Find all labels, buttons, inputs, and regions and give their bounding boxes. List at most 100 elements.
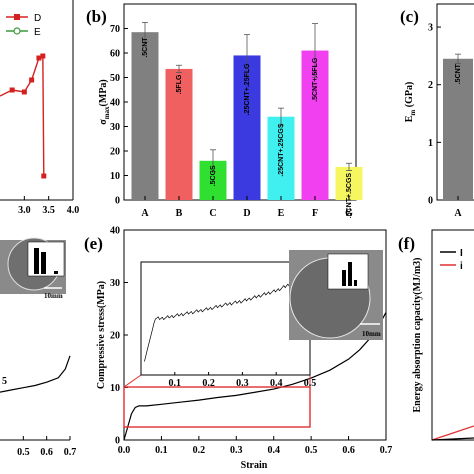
- panel-e-hist-bar: [354, 280, 357, 286]
- panel-b-x-ticks: A B C D E F G: [141, 196, 353, 219]
- y-tick-label: 2: [428, 80, 433, 91]
- panel-f-curve-black: [431, 437, 474, 441]
- panel-f-frame: [431, 229, 474, 441]
- panel-f-legend-label-1: I: [460, 248, 463, 259]
- bar-B: [165, 68, 193, 200]
- panel-c: (c) 0 1 2 3 .5CNT A Em (GPa): [400, 3, 474, 219]
- bar-label: .5CNT+.5FLG: [312, 57, 319, 102]
- bar-label: .5FLG: [176, 74, 183, 94]
- panel-e-scale-label: 10mm: [362, 330, 381, 338]
- bar-G: [335, 166, 363, 200]
- panel-f: (f) I i Energy absorption capacity(MJ/m3…: [398, 229, 474, 441]
- bar-label: .5CGS: [210, 165, 217, 186]
- panel-d-x-tick-label: 0.6: [40, 447, 53, 458]
- panel-c-x-ticks: A: [454, 196, 462, 219]
- panel-e-x-tick-label: 0.3: [230, 445, 243, 456]
- panel-d-partial-label: 5: [2, 376, 7, 387]
- panel-e-y-ticks: 0 10 20 30 40: [110, 226, 128, 447]
- y-tick-label: 50: [110, 73, 120, 84]
- panel-a-point: [9, 87, 15, 93]
- panel-e-inset-x-tick-label: 0.2: [202, 378, 215, 389]
- panel-a-x-tick-label: 3.5: [42, 205, 55, 216]
- legend-e-marker: [13, 27, 21, 35]
- y-tick-label: 1: [428, 138, 433, 149]
- panel-a-x-tick-label: 3.0: [18, 205, 31, 216]
- panel-b-y-ticks: 0 10 20 30 40 50 60 70: [110, 24, 128, 207]
- panel-e-inset: 0.1 0.2 0.3 0.4 0.5: [140, 261, 316, 389]
- panel-c-y-ticks: 0 1 2 3: [428, 23, 441, 207]
- panel-e-x-tick-label: 0.1: [155, 445, 168, 456]
- x-tick-label: E: [278, 208, 285, 219]
- panel-a-point: [41, 173, 47, 179]
- panel-f-legend-label-2: i: [460, 261, 463, 272]
- panel-e-x-axis-label: Strain: [241, 460, 268, 471]
- panel-d-series-line: [0, 355, 71, 393]
- panel-e-y-tick-label: 0: [115, 436, 120, 447]
- panel-d-hist-bar: [41, 252, 46, 274]
- panel-a: 3.0 3.5 4.0 D E: [0, 0, 79, 216]
- bar-A: [131, 32, 159, 200]
- panel-a-point: [36, 55, 42, 61]
- y-tick-label: 0: [428, 196, 433, 207]
- panel-e-inset-photo: 10mm: [289, 250, 383, 340]
- panel-d-x-tick-label: 0.7: [64, 447, 77, 458]
- panel-f-curve-red: [431, 425, 474, 441]
- panel-a-point: [21, 89, 27, 95]
- panel-a-point: [29, 77, 35, 83]
- bar-E: [267, 116, 295, 200]
- panel-d-x-tick-label: 0.5: [17, 447, 30, 458]
- x-tick-label: F: [312, 208, 318, 219]
- panel-e-x-tick-label: 0.5: [305, 445, 318, 456]
- panel-a-point: [40, 53, 46, 59]
- panel-a-x-ticks: 3.0 3.5 4.0: [18, 196, 79, 216]
- panel-d-inset-photo: 10mm: [0, 237, 66, 300]
- panel-e-x-tick-label: 0.6: [342, 445, 355, 456]
- y-tick-label: 70: [110, 24, 120, 35]
- panel-a-series: [0, 53, 47, 179]
- panel-a-series-line: [0, 54, 45, 177]
- panel-e-y-axis-label: Compressive stress(MPa): [96, 281, 107, 389]
- bar-label: .5CNT: [142, 37, 149, 58]
- panel-a-x-tick-label: 4.0: [67, 205, 80, 216]
- panel-e-y-tick-label: 10: [110, 383, 120, 394]
- x-tick-label: B: [176, 208, 183, 219]
- bar-label: .25CNT+.25FLG: [244, 63, 251, 115]
- panel-e-y-tick-label: 20: [110, 331, 120, 342]
- legend-d-marker: [14, 14, 20, 20]
- panel-e-series: [123, 312, 387, 441]
- x-tick-label: C: [209, 208, 216, 219]
- panel-b-label: (b): [86, 7, 107, 26]
- bar-label: .5CNT: [455, 63, 462, 84]
- y-tick-label: 10: [110, 171, 120, 182]
- x-tick-label: A: [141, 208, 149, 219]
- x-tick-label: A: [454, 208, 462, 219]
- x-tick-label: G: [345, 208, 353, 219]
- panel-f-y-axis-label: Energy absorption capacity(MJ/m3): [412, 258, 423, 413]
- panel-d-hist-bar: [34, 248, 39, 274]
- panel-e-x-tick-label: 0.0: [118, 445, 131, 456]
- bar-label: .5CNT+.5CGS: [346, 173, 353, 219]
- panel-e-x-tick-label: 0.4: [267, 445, 280, 456]
- y-tick-label: 40: [110, 98, 120, 109]
- panel-e-stress-strain-curve: [123, 312, 387, 441]
- panel-f-label: (f): [398, 234, 415, 253]
- panel-e: (e) 0 10 20 30 40 0.0 0.1 0.2 0.3 0.4 0.5 0.6 0.7 0…: [84, 226, 392, 472]
- panel-d-series: [0, 355, 71, 393]
- y-tick-label: 3: [428, 23, 433, 34]
- bar-A: [443, 58, 473, 200]
- y-tick-label: 20: [110, 147, 120, 158]
- panel-e-inset-x-ticks: 0.1 0.2 0.3 0.4 0.5: [169, 372, 316, 389]
- panel-e-label: (e): [84, 234, 103, 253]
- panel-e-inset-frame: [140, 261, 311, 376]
- panel-b: (b) 0 10 20 30 40 50 60 70 .5CNT .5FLG .5CGS .25CN…: [86, 3, 363, 219]
- panel-b-bars: .5CNT .5FLG .5CGS .25CNT+.25FLG .25CNT+.25CG…: [131, 21, 363, 219]
- x-tick-label: D: [243, 208, 250, 219]
- panel-e-x-ticks: 0.0 0.1 0.2 0.3 0.4 0.5 0.6 0.7: [118, 436, 392, 456]
- legend-e-label: E: [34, 27, 41, 38]
- bar-D: [233, 55, 261, 201]
- panel-e-zoom-region: [123, 386, 311, 428]
- panel-e-inset-x-tick-label: 0.4: [270, 378, 283, 389]
- panel-e-zoom-connector-left: [123, 374, 142, 388]
- panel-d-hist-bar: [54, 271, 58, 274]
